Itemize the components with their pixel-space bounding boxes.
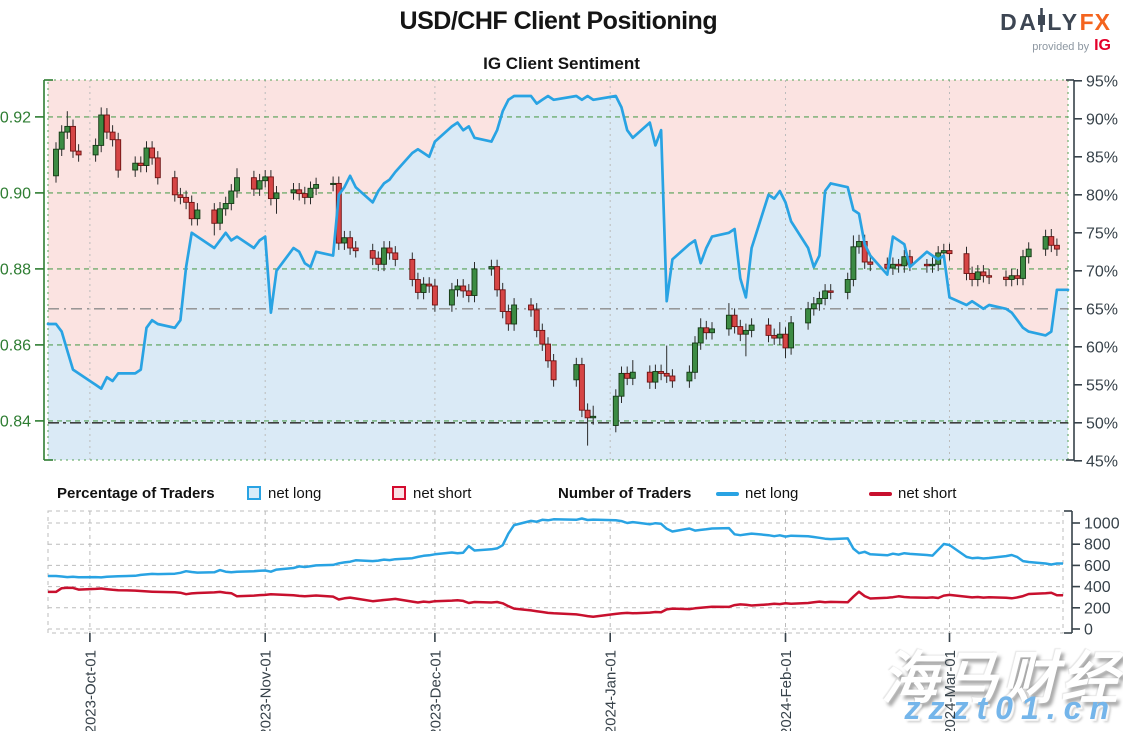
date-tick-label: 2023-Dec-01 xyxy=(427,650,444,731)
percent-tick-label: 45% xyxy=(1086,453,1118,470)
percent-tick-label: 75% xyxy=(1086,225,1118,242)
date-axis: 2023-Oct-01 2023-Nov-01 2023-Dec-01 2024-Ja… xyxy=(82,633,959,731)
legend-net-long-label: net long xyxy=(268,485,322,502)
price-tick-label: 0.86 xyxy=(0,337,31,354)
page-title: USD/CHF Client Positioning xyxy=(399,7,718,35)
date-tick-label: 2023-Nov-01 xyxy=(258,650,275,731)
percent-tick-label: 60% xyxy=(1086,339,1118,356)
main-plot-border xyxy=(47,79,1069,461)
dailyfx-logo: DA LY FX provided by IG xyxy=(1000,8,1111,55)
dailyfx-logo-wordmark: DA LY FX xyxy=(1000,8,1111,37)
chart-subtitle: IG Client Sentiment xyxy=(483,54,640,73)
watermark-url: zzzt01.cn xyxy=(904,690,1117,726)
logo-text-ly: LY xyxy=(1047,9,1080,35)
count-axis: 1000 800 600 400 200 0 xyxy=(1064,510,1120,639)
candlestick-icon xyxy=(1037,8,1046,37)
percent-tick-label: 95% xyxy=(1086,73,1118,90)
legend-net-long-swatch xyxy=(247,486,261,500)
legend-net-short-swatch xyxy=(392,486,406,500)
percent-tick-label: 55% xyxy=(1086,377,1118,394)
legend-count-short-line-icon xyxy=(869,492,892,496)
price-tick-label: 0.88 xyxy=(0,261,31,278)
watermark-chinese: 海马财经 xyxy=(881,647,1121,711)
net-long-percent-line xyxy=(46,94,1070,390)
count-tick-label: 600 xyxy=(1084,558,1111,575)
price-tick-label: 0.84 xyxy=(0,413,31,430)
percent-tick-label: 65% xyxy=(1086,301,1118,318)
count-tick-label: 800 xyxy=(1084,537,1111,554)
logo-provided-by-row: provided by IG xyxy=(1000,37,1111,55)
count-tick-label: 0 xyxy=(1084,622,1093,639)
legend-count-short-label: net short xyxy=(898,485,957,502)
date-tick-label: 2024-Mar-01 xyxy=(942,650,959,731)
price-tick-label: 0.92 xyxy=(0,109,31,126)
percent-tick-label: 80% xyxy=(1086,187,1118,204)
count-tick-label: 200 xyxy=(1084,600,1111,617)
percent-tick-label: 70% xyxy=(1086,263,1118,280)
price-axis: 0.92 0.90 0.88 0.86 0.84 xyxy=(0,79,53,461)
legend-count-long-label: net long xyxy=(745,485,799,502)
date-tick-label: 2023-Oct-01 xyxy=(82,650,99,731)
net-long-area xyxy=(48,96,1068,460)
logo-text-da: DA xyxy=(1000,9,1039,35)
price-tick-label: 0.90 xyxy=(0,185,31,202)
logo-text-fx: FX xyxy=(1079,9,1111,35)
legend-percentage-title: Percentage of Traders xyxy=(57,485,215,502)
date-tick-label: 2024-Jan-01 xyxy=(603,650,620,731)
percent-tick-label: 90% xyxy=(1086,111,1118,128)
legend-count-long-line-icon xyxy=(716,492,739,496)
logo-provided-by-text: provided by xyxy=(1032,41,1090,53)
count-plot-grid xyxy=(47,510,1064,634)
net-long-count-line xyxy=(48,517,1063,579)
percent-tick-label: 50% xyxy=(1086,415,1118,432)
date-tick-label: 2024-Feb-01 xyxy=(778,650,795,731)
ig-logo: IG xyxy=(1094,37,1111,54)
net-short-count-line xyxy=(48,586,1063,619)
percent-axis: 95% 90% 85% 80% 75% 70% 65% 60% 55% 50% 45% xyxy=(1066,73,1118,470)
candlestick-series xyxy=(53,107,1060,446)
legend-number-title: Number of Traders xyxy=(558,485,692,502)
count-tick-label: 400 xyxy=(1084,579,1111,596)
count-tick-label: 1000 xyxy=(1084,516,1120,533)
legend-net-short-label: net short xyxy=(413,485,472,502)
percent-tick-label: 85% xyxy=(1086,149,1118,166)
